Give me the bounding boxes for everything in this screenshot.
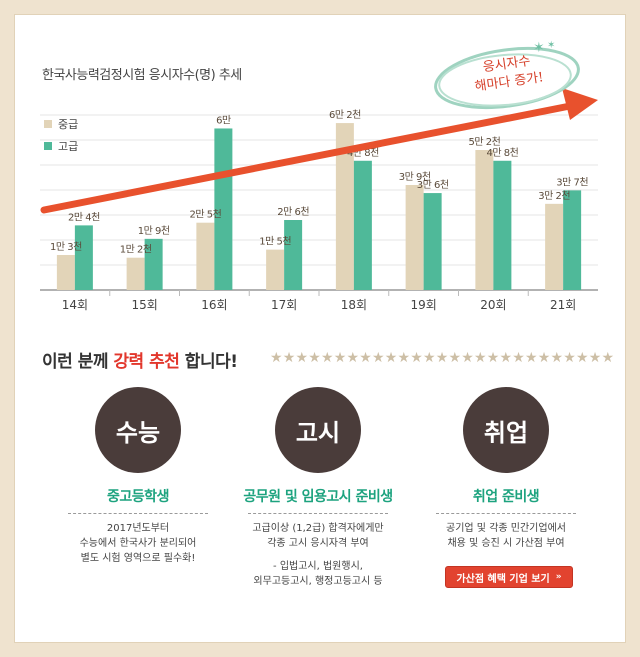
data-label: 2만 5천 bbox=[189, 209, 221, 221]
data-label: 2만 4천 bbox=[68, 211, 100, 223]
bar-intermediate bbox=[196, 222, 215, 290]
column-title-students: 중고등학생 bbox=[107, 489, 169, 505]
data-label: 3만 7천 bbox=[556, 176, 588, 188]
column-title-job-seekers: 취업 준비생 bbox=[472, 489, 540, 505]
desc-line: 2017년도부터 bbox=[106, 523, 170, 534]
column-divider bbox=[68, 513, 208, 514]
data-label: 1만 3천 bbox=[50, 241, 82, 253]
legend-swatch bbox=[44, 120, 52, 128]
bar-advanced bbox=[74, 225, 93, 290]
x-tick-label: 16회 bbox=[201, 298, 227, 312]
desc-line: 별도 시험 영역으로 필수화! bbox=[80, 553, 196, 564]
data-label: 3만 2천 bbox=[538, 190, 570, 202]
data-label: 1만 5천 bbox=[259, 236, 291, 248]
chart-title: 한국사능력검정시험 응시자수(명) 추세 bbox=[42, 68, 242, 83]
content-frame bbox=[14, 14, 626, 643]
column-description: 공기업 및 각종 민간기업에서 채용 및 승진 시 가산점 부여 bbox=[411, 521, 601, 551]
desc-line: 외무고등고시, 행정고등고시 등 bbox=[253, 576, 383, 587]
trend-arrowhead bbox=[562, 88, 598, 120]
bar-intermediate bbox=[475, 150, 494, 290]
x-tick-label: 20회 bbox=[480, 298, 506, 312]
bar-chart: 1만 3천 2만 4천 14회 1만 2천 1만 9천 15회 2만 5천 6만 16회 1만 5… bbox=[40, 88, 598, 312]
bar-advanced bbox=[353, 160, 372, 290]
data-label: 6만 2천 bbox=[329, 109, 361, 121]
trend-arrow bbox=[40, 102, 574, 214]
data-label: 1만 2천 bbox=[120, 244, 152, 256]
column-description: 고급이상 (1,2급) 합격자에게만 각종 고시 응시자격 부여 - 입법고시,… bbox=[223, 521, 413, 589]
bar-advanced bbox=[144, 238, 163, 290]
legend-label: 고급 bbox=[58, 140, 78, 153]
star-doodle-icon: ✶ bbox=[533, 40, 545, 56]
desc-spacer bbox=[223, 551, 413, 559]
x-tick-label: 21회 bbox=[550, 298, 576, 312]
recommend-highlight: 강력 추천 bbox=[113, 352, 180, 372]
button-label: 가산점 혜택 기업 보기 bbox=[456, 573, 550, 585]
desc-line: 채용 및 승진 시 가산점 부여 bbox=[447, 538, 565, 549]
x-tick-label: 19회 bbox=[410, 298, 436, 312]
column-divider bbox=[248, 513, 388, 514]
legend-swatch bbox=[44, 142, 52, 150]
x-tick-label: 18회 bbox=[341, 298, 367, 312]
view-bonus-companies-button[interactable]: 가산점 혜택 기업 보기 » bbox=[445, 566, 573, 588]
circle-suneung: 수능 bbox=[95, 387, 181, 473]
desc-line: - 입법고시, 법원행시, bbox=[273, 561, 363, 572]
bar-intermediate bbox=[335, 123, 354, 290]
bar-advanced bbox=[214, 128, 233, 290]
bar-intermediate bbox=[405, 185, 424, 290]
recommend-prefix: 이런 분께 bbox=[42, 352, 114, 372]
bar-intermediate bbox=[126, 257, 145, 290]
column-description: 2017년도부터 수능에서 한국사가 분리되어 별도 시험 영역으로 필수화! bbox=[43, 521, 233, 566]
star-doodle-icon: ✶ bbox=[547, 40, 555, 51]
bar-advanced bbox=[423, 193, 442, 290]
circle-employment: 취업 bbox=[463, 387, 549, 473]
data-label: 1만 9천 bbox=[138, 225, 170, 237]
data-label: 6만 bbox=[216, 114, 231, 126]
recommend-heading: 이런 분께 강력 추천 합니다! bbox=[42, 347, 238, 372]
star-row-icon: ★★★★★★★★★★★★★★★★★★★★★★★★★★★ bbox=[270, 350, 615, 366]
desc-line: 각종 고시 응시자격 부여 bbox=[267, 538, 369, 549]
double-chevron-right-icon: » bbox=[555, 572, 562, 582]
column-title-civil-service: 공무원 및 임용고시 준비생 bbox=[243, 489, 393, 505]
bar-intermediate bbox=[56, 255, 75, 290]
desc-line: 고급이상 (1,2급) 합격자에게만 bbox=[252, 523, 384, 534]
bar-advanced bbox=[284, 220, 303, 290]
data-label: 3만 9천 bbox=[399, 171, 431, 183]
data-label: 5만 2천 bbox=[468, 136, 500, 148]
data-label: 3만 6천 bbox=[417, 179, 449, 191]
data-label: 4만 8천 bbox=[486, 147, 518, 159]
legend-label: 중급 bbox=[58, 118, 78, 131]
bar-intermediate bbox=[545, 203, 564, 290]
desc-line: 수능에서 한국사가 분리되어 bbox=[79, 538, 197, 549]
data-label: 2만 6천 bbox=[277, 206, 309, 218]
annotation-stamp: ✶ ✶ bbox=[434, 40, 580, 109]
recommend-suffix: 합니다! bbox=[179, 352, 238, 372]
x-tick-label: 15회 bbox=[131, 298, 157, 312]
circle-gosi: 고시 bbox=[275, 387, 361, 473]
bar-intermediate bbox=[266, 249, 285, 290]
x-tick-label: 14회 bbox=[62, 298, 88, 312]
bar-advanced bbox=[493, 160, 512, 290]
x-tick-label: 17회 bbox=[271, 298, 297, 312]
bar-advanced bbox=[563, 190, 582, 290]
desc-line: 공기업 및 각종 민간기업에서 bbox=[446, 523, 566, 534]
column-divider bbox=[436, 513, 576, 514]
